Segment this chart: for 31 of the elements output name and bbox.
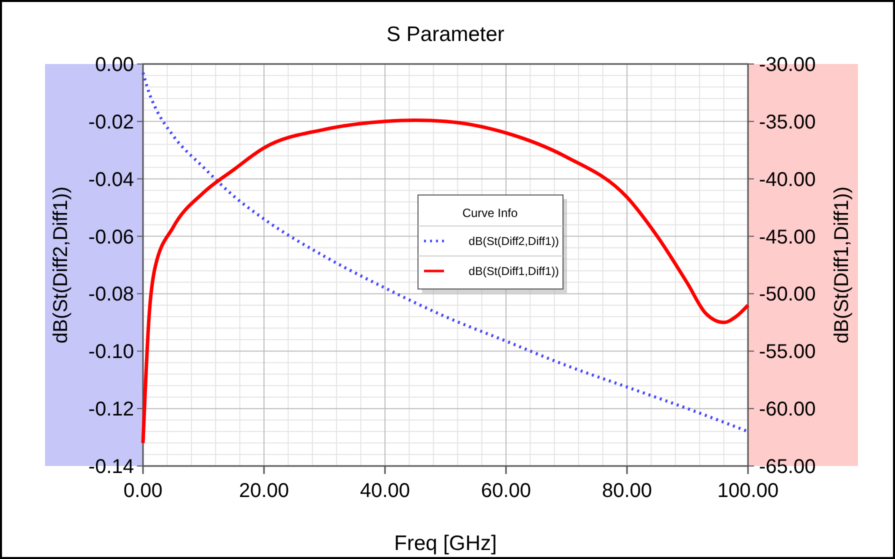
y2-tick-label: -65.00 xyxy=(759,456,816,478)
line-series xyxy=(141,118,750,445)
y-tick-label: -0.10 xyxy=(88,341,134,364)
x-tick-label: 60.00 xyxy=(480,480,532,502)
y2-tick-label: -45.00 xyxy=(759,226,816,248)
y2-axis-title: dB(St(Diff1,Diff1)) xyxy=(831,186,853,344)
x-tick-label: 40.00 xyxy=(360,480,410,502)
y2-tick-label: -40.00 xyxy=(759,168,816,191)
y2-tick-label: -50.00 xyxy=(759,284,816,306)
y2-tick-label: -55.00 xyxy=(759,341,816,364)
x-tick-label: 0.00 xyxy=(124,480,162,502)
y2-tick-label: -30.00 xyxy=(759,54,816,76)
legend-label: dB(St(Diff2,Diff1)) xyxy=(468,236,560,248)
chart-title: S Parameter xyxy=(386,23,504,46)
y-tick-label: 0.00 xyxy=(95,54,134,76)
x-tick-label: 20.00 xyxy=(238,480,290,502)
y-tick-label: -0.08 xyxy=(88,284,134,306)
y2-tick-label: -60.00 xyxy=(759,398,816,421)
x-tick-label: 80.00 xyxy=(602,480,652,502)
y-tick-label: -0.04 xyxy=(88,168,134,191)
y2-tick-label: -35.00 xyxy=(759,111,816,134)
legend-title: Curve Info xyxy=(462,206,518,220)
y-tick-label: -0.14 xyxy=(88,456,134,478)
y-tick-label: -0.06 xyxy=(88,226,134,248)
x-axis-title: Freq [GHz] xyxy=(394,532,497,555)
legend-label: dB(St(Diff1,Diff1)) xyxy=(468,266,560,278)
x-tick-label: 100.00 xyxy=(717,480,779,502)
y-axis-title: dB(St(Diff2,Diff1)) xyxy=(50,186,72,344)
y-tick-label: -0.02 xyxy=(88,111,134,134)
line-series xyxy=(142,71,750,434)
y-tick-label: -0.12 xyxy=(88,398,134,421)
